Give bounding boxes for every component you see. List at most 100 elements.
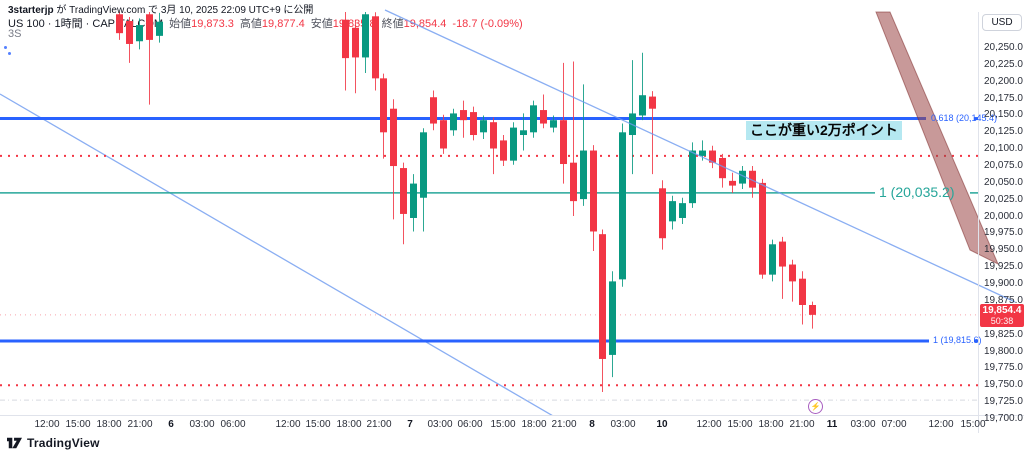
candle (560, 62, 567, 184)
trendline[interactable] (384, 9, 1016, 303)
time-label: 18:00 (336, 419, 362, 430)
time-label: 03:00 (610, 419, 636, 430)
time-label: 12:00 (34, 419, 60, 430)
price-tick: 19,700.0 (984, 412, 1023, 424)
low-label: 安値 (310, 18, 333, 30)
price-tick: 19,925.0 (984, 261, 1023, 273)
publish-info: が TradingView.com で 3月 10, 2025 22:09 UT… (53, 5, 314, 16)
candle (590, 145, 597, 252)
candle (619, 123, 626, 287)
candle (450, 108, 457, 136)
price-tick: 20,125.0 (984, 126, 1023, 138)
time-label: 07:00 (881, 419, 907, 430)
level-label-fib-1-upper[interactable]: 1 (20,035.2) (879, 184, 955, 201)
high-value: 19,877.4 (261, 18, 305, 30)
candle (649, 91, 656, 175)
candle (739, 166, 746, 189)
candle (116, 12, 123, 40)
chart-legend: US 100 · 1時間 · CAPITALCOM始値19,873.3高値19,… (8, 15, 523, 31)
price-tick: 19,875.0 (984, 294, 1023, 306)
candle (430, 90, 437, 131)
candle-countdown: 50:38 (990, 315, 1014, 326)
time-label: 15:00 (305, 419, 331, 430)
time-label: 18:00 (96, 419, 122, 430)
price-axis-separator (978, 12, 979, 433)
candle (789, 259, 796, 302)
candle (390, 99, 397, 220)
candle (380, 73, 387, 159)
candle (580, 84, 587, 206)
price-tick: 20,225.0 (984, 58, 1023, 70)
candle (420, 128, 427, 232)
price-tick: 20,150.0 (984, 109, 1023, 121)
time-label: 18:00 (758, 419, 784, 430)
candle (719, 153, 726, 188)
event-lightning-icon[interactable]: ⚡ (808, 399, 823, 414)
close-value: 19,854.4 (403, 18, 447, 30)
trendline[interactable] (0, 93, 560, 420)
price-tick: 19,975.0 (984, 227, 1023, 239)
candle (342, 12, 349, 91)
time-label: 10 (656, 419, 668, 430)
candle (550, 115, 557, 133)
price-tick: 19,825.0 (984, 328, 1023, 340)
time-label: 03:00 (850, 419, 876, 430)
candle (609, 271, 616, 378)
candle (669, 195, 676, 230)
candle (639, 52, 646, 121)
level-label-fib-0618[interactable]: 0.618 (20,145.4) (931, 112, 998, 123)
time-label: 15:00 (727, 419, 753, 430)
price-tick: 19,725.0 (984, 396, 1023, 408)
annotation-text[interactable]: ここが重い2万ポイント (746, 121, 902, 140)
candle (689, 142, 696, 208)
high-label: 高値 (239, 18, 262, 30)
last-price-value: 19,854.4 (982, 304, 1022, 316)
candle (362, 12, 369, 73)
candle (500, 135, 507, 167)
time-label: 03:00 (427, 419, 453, 430)
author-link[interactable]: 3starterjp (8, 5, 54, 16)
candle (709, 145, 716, 169)
candle (156, 12, 163, 43)
price-tick: 19,900.0 (984, 278, 1023, 290)
candle (779, 236, 786, 299)
open-label: 始値 (169, 18, 192, 30)
time-label: 6 (168, 419, 174, 430)
projection-wedge[interactable] (875, 11, 999, 266)
price-tick: 20,075.0 (984, 160, 1023, 172)
time-label: 18:00 (521, 419, 547, 430)
candle (146, 12, 153, 105)
price-tick: 20,000.0 (984, 210, 1023, 222)
time-label: 21:00 (127, 419, 153, 430)
attribution-bar: 3starterjp が TradingView.com で 3月 10, 20… (8, 1, 313, 16)
price-tick: 20,200.0 (984, 75, 1023, 87)
symbol-name[interactable]: US 100 (8, 18, 45, 30)
tradingview-logo[interactable]: TradingView (7, 436, 100, 450)
price-tick: 20,250.0 (984, 42, 1023, 53)
level-label-fib-1-lower[interactable]: 1 (19,815.6) (933, 335, 982, 346)
time-label: 7 (407, 419, 413, 430)
price-tick: 20,175.0 (984, 92, 1023, 104)
time-label: 12:00 (928, 419, 954, 430)
candle (749, 166, 756, 198)
time-label: 21:00 (366, 419, 392, 430)
candle (126, 16, 133, 63)
drawing-anchor-dot[interactable] (8, 52, 11, 55)
candle (510, 122, 517, 165)
tradingview-logo-icon (7, 437, 22, 449)
time-label: 12:00 (696, 419, 722, 430)
candle (460, 100, 467, 138)
time-label: 15:00 (490, 419, 516, 430)
currency-toggle-button[interactable]: USD (982, 14, 1022, 31)
time-label: 06:00 (457, 419, 483, 430)
candle (136, 18, 143, 50)
close-label: 終値 (381, 18, 404, 30)
candle (520, 113, 527, 151)
time-axis-separator (0, 415, 1024, 416)
drawing-label-3s[interactable]: 3S (8, 28, 22, 40)
price-tick: 20,100.0 (984, 143, 1023, 155)
drawing-anchor-dot[interactable] (4, 46, 7, 49)
candle (759, 178, 766, 279)
